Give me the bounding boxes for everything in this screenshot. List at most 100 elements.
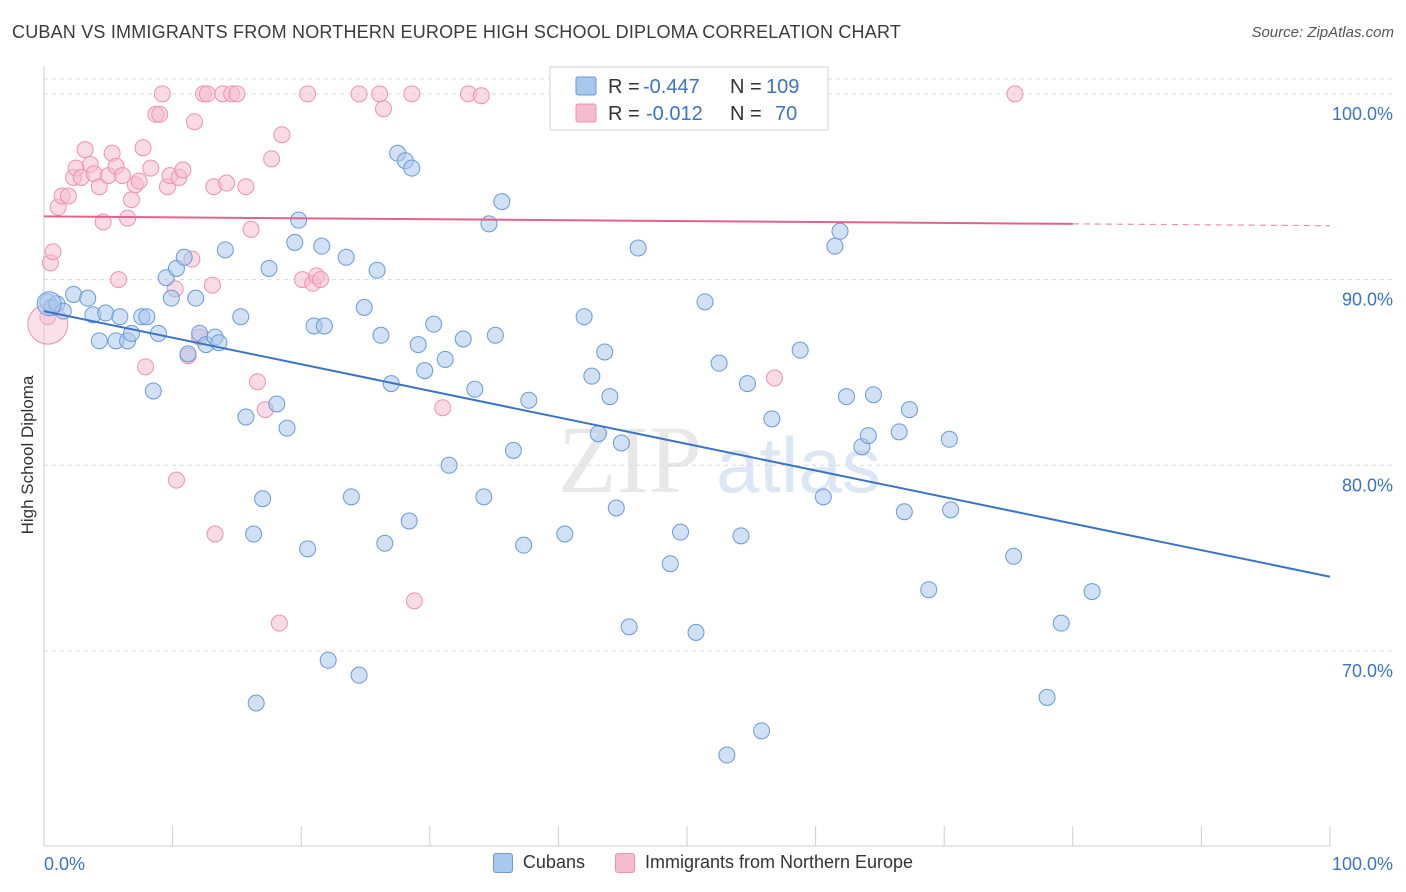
point-cubans (753, 722, 771, 740)
point-cubans (556, 525, 574, 543)
point-cubans (162, 289, 180, 307)
point-northern-europe (185, 113, 203, 131)
point-cubans (416, 362, 434, 380)
point-cubans (337, 248, 355, 266)
point-cubans (475, 488, 493, 506)
point-cubans (79, 289, 97, 307)
point-northern-europe (350, 85, 368, 103)
point-cubans (254, 490, 272, 508)
point-cubans (589, 425, 607, 443)
point-cubans (436, 350, 454, 368)
point-cubans (237, 408, 255, 426)
bottom-legend-swatch-northern (614, 852, 635, 873)
tick-labels: 100.0% 90.0% 80.0% 70.0% 0.0% 100.0% (44, 104, 1393, 874)
point-northern-europe (237, 178, 255, 196)
point-cubans (940, 430, 958, 448)
bottom-legend-swatch-cubans (492, 852, 513, 873)
point-cubans (315, 317, 333, 335)
point-northern-europe (174, 161, 192, 179)
legend-r-label-cubans: R = (608, 76, 640, 98)
point-cubans (65, 285, 83, 303)
watermark: ZIP atlas (558, 406, 881, 513)
legend-n-value-cubans: 109 (766, 76, 799, 98)
point-cubans (403, 159, 421, 177)
point-northern-europe (59, 187, 77, 205)
point-cubans (515, 536, 533, 554)
point-cubans (486, 326, 504, 344)
point-cubans (313, 237, 331, 255)
y-tick-label: 90.0% (1342, 290, 1393, 310)
point-cubans (1052, 614, 1070, 632)
point-northern-europe (113, 167, 131, 185)
point-cubans (278, 419, 296, 437)
watermark-zip: ZIP (558, 406, 702, 513)
point-cubans (400, 512, 418, 530)
legend-swatch-northern (575, 103, 597, 123)
point-northern-europe (311, 271, 329, 289)
point-cubans (596, 343, 614, 361)
source-label: Source: ZipAtlas.com (1251, 24, 1394, 41)
point-cubans (216, 241, 234, 259)
point-cubans (466, 380, 484, 398)
watermark-atlas: atlas (716, 421, 881, 509)
point-cubans (97, 304, 115, 322)
point-northern-europe (76, 141, 94, 159)
trend-line-cubans (43, 310, 1331, 578)
point-cubans (454, 330, 472, 348)
point-cubans (504, 441, 522, 459)
point-cubans (895, 503, 913, 521)
chart-title: CUBAN VS IMMIGRANTS FROM NORTHERN EUROPE… (12, 22, 902, 42)
point-northern-europe (110, 271, 128, 289)
point-northern-europe (228, 85, 246, 103)
point-cubans (520, 391, 538, 409)
point-cubans (268, 395, 286, 413)
point-cubans (738, 375, 756, 393)
point-northern-europe (167, 471, 185, 489)
point-northern-europe (90, 178, 108, 196)
point-northern-europe (218, 174, 236, 192)
point-cubans (791, 341, 809, 359)
point-cubans (175, 248, 193, 266)
point-northern-europe (273, 126, 291, 144)
point-cubans (187, 289, 205, 307)
point-cubans (480, 215, 498, 233)
point-cubans (179, 345, 197, 363)
bottom-legend-item-cubans: Cubans (492, 852, 585, 873)
point-cubans (493, 193, 511, 211)
point-cubans (831, 222, 849, 240)
point-northern-europe (119, 209, 137, 227)
legend-n-label-cubans: N = (730, 76, 762, 98)
point-cubans (826, 237, 844, 255)
point-cubans (607, 499, 625, 517)
point-cubans (245, 525, 263, 543)
legend-n-label-northern: N = (730, 103, 762, 125)
x-tick-label-min: 0.0% (44, 854, 85, 874)
point-cubans (111, 308, 129, 326)
point-northern-europe (242, 220, 260, 238)
point-cubans (890, 423, 908, 441)
point-northern-europe (142, 159, 160, 177)
point-cubans (425, 315, 443, 333)
point-cubans (409, 336, 427, 354)
point-cubans (1083, 583, 1101, 601)
axes (43, 66, 1331, 847)
point-cubans (710, 354, 728, 372)
trend-line-northern-europe (43, 215, 1073, 225)
point-cubans (732, 527, 750, 545)
point-cubans (376, 534, 394, 552)
point-cubans (260, 259, 278, 277)
point-cubans (368, 261, 386, 279)
point-northern-europe (299, 85, 317, 103)
point-northern-europe (151, 105, 169, 123)
point-cubans (661, 555, 679, 573)
point-northern-europe (375, 100, 393, 118)
point-cubans (859, 427, 877, 445)
point-northern-europe (434, 399, 452, 417)
point-northern-europe (248, 373, 266, 391)
point-northern-europe (130, 172, 148, 190)
bottom-legend-label-cubans: Cubans (522, 852, 585, 872)
legend-r-value-northern: -0.012 (646, 103, 703, 125)
point-cubans (1038, 688, 1056, 706)
stats-legend: R = -0.447 N = 109 R = -0.012 N = 70 (549, 66, 829, 131)
point-cubans (232, 308, 250, 326)
